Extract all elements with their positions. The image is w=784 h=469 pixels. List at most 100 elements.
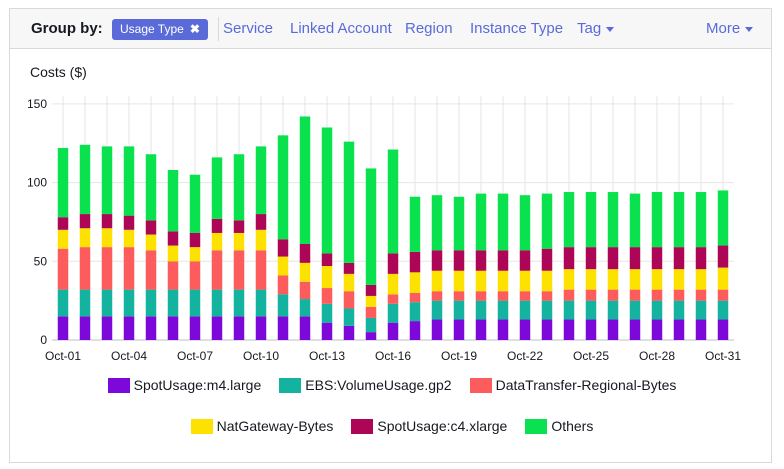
bar-segment: [189, 232, 201, 248]
bar-segment: [475, 270, 487, 292]
bar-segment: [717, 267, 729, 290]
legend-row-1: SpotUsage:m4.large EBS:VolumeUsage.gp2 Dat…: [0, 377, 784, 393]
bar-segment: [563, 247, 575, 270]
bar-segment: [79, 247, 91, 290]
bar-segment: [541, 319, 553, 340]
legend-item[interactable]: SpotUsage:m4.large: [107, 377, 261, 393]
bar-segment: [189, 247, 201, 262]
bar-segment: [123, 146, 135, 216]
legend-item[interactable]: Others: [525, 418, 593, 434]
usage-type-chip[interactable]: Usage Type ✖: [112, 19, 208, 40]
bar-segment: [233, 250, 245, 290]
legend-swatch: [107, 377, 130, 393]
bar-segment: [123, 215, 135, 230]
bar-segment: [299, 262, 311, 282]
y-tick-label: 0: [40, 333, 47, 347]
group-option-tag[interactable]: Tag: [577, 20, 615, 37]
x-tick-label: Oct-22: [507, 349, 543, 363]
chevron-down-icon: [745, 26, 754, 32]
bar-segment: [123, 289, 135, 317]
bar-segment: [695, 289, 707, 301]
bar-segment: [365, 295, 377, 307]
bar-segment: [453, 291, 465, 301]
legend-swatch: [279, 377, 302, 393]
bar-segment: [365, 317, 377, 333]
x-tick-label: Oct-31: [705, 349, 741, 363]
group-by-toolbar: Group by: Usage Type ✖ Service Linked Ac…: [9, 8, 772, 49]
bar-segment: [695, 192, 707, 248]
bar-segment: [299, 116, 311, 244]
x-tick-label: Oct-16: [375, 349, 411, 363]
bar-segment: [211, 157, 223, 219]
toolbar-divider: [218, 17, 219, 41]
x-tick-label: Oct-25: [573, 349, 609, 363]
bar-segment: [277, 256, 289, 276]
legend-item[interactable]: NatGateway-Bytes: [190, 418, 334, 434]
bar-segment: [717, 300, 729, 320]
bar-segment: [475, 193, 487, 251]
bar-segment: [277, 316, 289, 340]
legend-label: EBS:VolumeUsage.gp2: [305, 377, 452, 393]
bar-segment: [57, 248, 69, 290]
bar-segment: [585, 319, 597, 340]
legend-item[interactable]: DataTransfer-Regional-Bytes: [469, 377, 677, 393]
bar-segment: [211, 232, 223, 251]
bar-segment: [695, 247, 707, 270]
bar-segment: [629, 269, 641, 290]
bar-segment: [167, 289, 179, 317]
bar-segment: [57, 229, 69, 249]
bar-segment: [321, 253, 333, 267]
bar-segment: [475, 250, 487, 271]
legend-label: DataTransfer-Regional-Bytes: [495, 377, 677, 393]
bar-segment: [673, 300, 685, 320]
group-option-service[interactable]: Service: [223, 20, 274, 37]
group-option-linked-account[interactable]: Linked Account: [290, 20, 392, 37]
bar-segment: [409, 251, 421, 273]
legend-label: NatGateway-Bytes: [216, 418, 334, 434]
more-dropdown[interactable]: More: [706, 20, 754, 37]
bar-segment: [145, 220, 157, 235]
bar-segment: [541, 193, 553, 249]
close-icon[interactable]: ✖: [189, 22, 200, 36]
bar-segment: [57, 289, 69, 317]
chevron-down-icon: [606, 26, 615, 32]
group-option-region[interactable]: Region: [405, 20, 453, 37]
group-option-instance-type[interactable]: Instance Type: [470, 20, 564, 37]
bar-segment: [717, 245, 729, 268]
bar-segment: [563, 319, 575, 340]
bar-segment: [189, 316, 201, 340]
bar-segment: [607, 289, 619, 301]
bar-segment: [387, 149, 399, 254]
bar-segment: [233, 154, 245, 221]
bar-segment: [673, 269, 685, 290]
bar-segment: [695, 300, 707, 320]
y-tick-label: 100: [27, 176, 47, 190]
bar-segment: [233, 220, 245, 233]
bar-segment: [343, 141, 355, 263]
bar-segment: [431, 250, 443, 271]
bar-segment: [607, 269, 619, 290]
legend-swatch: [525, 418, 548, 434]
bar-segment: [651, 300, 663, 320]
bar-segment: [541, 248, 553, 271]
bar-segment: [365, 306, 377, 318]
bar-segment: [57, 316, 69, 340]
bar-segment: [255, 289, 267, 317]
bar-segment: [387, 273, 399, 295]
bar-segment: [673, 247, 685, 270]
bar-segment: [475, 319, 487, 340]
bar-segment: [585, 300, 597, 320]
bar-segment: [145, 234, 157, 251]
bar-segment: [57, 147, 69, 218]
bar-segment: [343, 308, 355, 326]
legend-item[interactable]: SpotUsage:c4.xlarge: [351, 418, 507, 434]
bar-segment: [497, 270, 509, 292]
bar-segment: [145, 316, 157, 340]
bar-segment: [321, 127, 333, 254]
bar-segment: [167, 169, 179, 232]
legend-item[interactable]: EBS:VolumeUsage.gp2: [279, 377, 452, 393]
bar-segment: [321, 322, 333, 340]
bar-segment: [431, 300, 443, 320]
bar-segment: [717, 289, 729, 301]
bar-segment: [79, 228, 91, 248]
